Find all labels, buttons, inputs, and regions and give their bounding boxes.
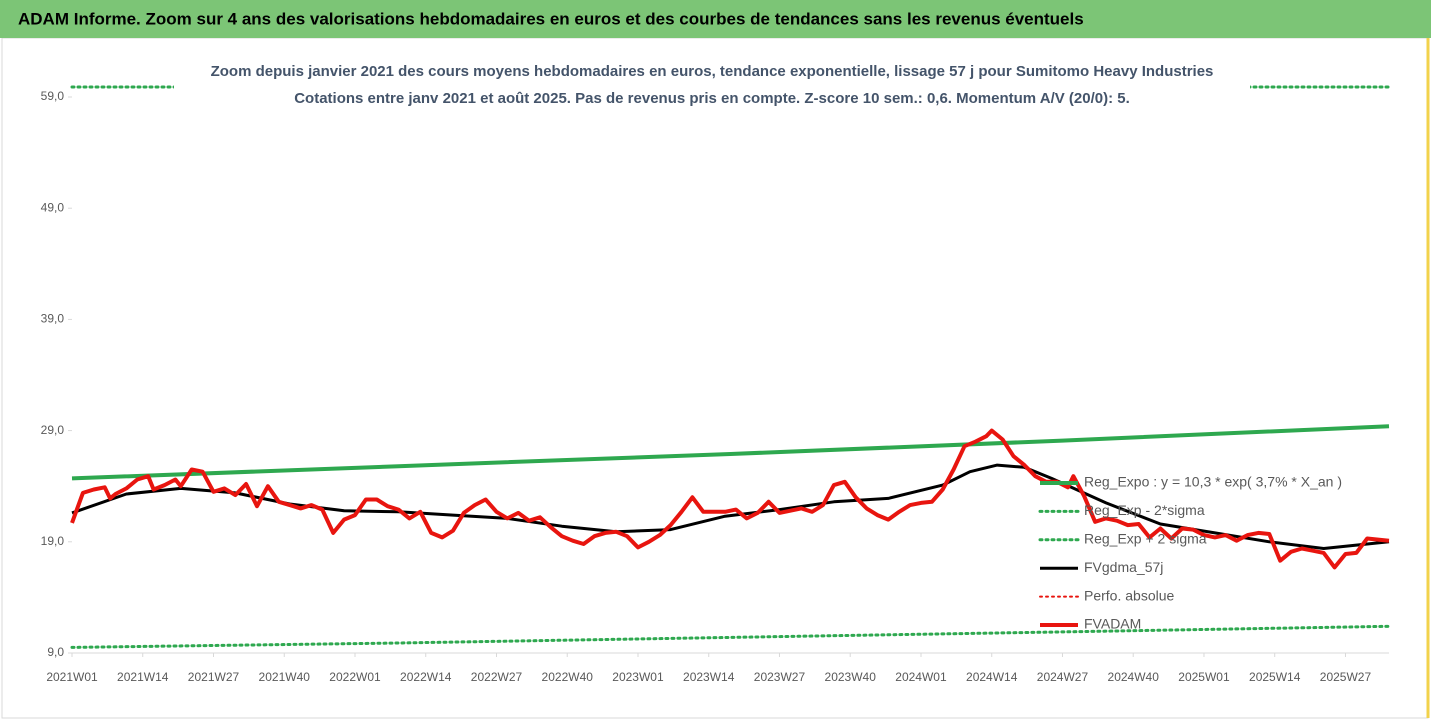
y-tick-label: 59,0 [41, 89, 65, 103]
x-tick-label: 2023W27 [754, 670, 806, 684]
x-tick-label: 2024W40 [1108, 670, 1160, 684]
title-box [174, 58, 1250, 110]
y-tick-label: 9,0 [47, 645, 64, 659]
x-tick-label: 2021W27 [188, 670, 240, 684]
header-bar [0, 0, 1431, 38]
x-tick-label: 2022W14 [400, 670, 452, 684]
y-tick-label: 19,0 [41, 534, 65, 548]
header-title: ADAM Informe. Zoom sur 4 ans des valoris… [18, 9, 1084, 28]
chart-title: Zoom depuis janvier 2021 des cours moyen… [211, 63, 1214, 80]
legend-label: Reg_Exp + 2 sigma [1084, 531, 1207, 547]
x-tick-label: 2021W14 [117, 670, 169, 684]
y-tick-label: 49,0 [41, 200, 65, 214]
x-tick-label: 2024W01 [895, 670, 947, 684]
x-tick-label: 2022W27 [471, 670, 523, 684]
series-line [70, 428, 1390, 570]
x-tick-label: 2023W14 [683, 670, 735, 684]
x-tick-label: 2023W01 [612, 670, 664, 684]
x-tick-label: 2022W40 [542, 670, 594, 684]
x-tick-label: 2022W01 [329, 670, 381, 684]
series-line [71, 424, 1390, 481]
y-tick-label: 29,0 [41, 423, 65, 437]
legend-label: Reg_Expo : y = 10,3 * exp( 3,7% * X_an ) [1084, 474, 1342, 490]
legend-label: FVADAM [1084, 616, 1141, 632]
y-tick-label: 39,0 [41, 312, 65, 326]
x-tick-label: 2025W14 [1249, 670, 1301, 684]
x-tick-label: 2024W14 [966, 670, 1018, 684]
x-tick-label: 2025W01 [1178, 670, 1230, 684]
legend-label: Perfo. absolue [1084, 587, 1174, 603]
x-tick-label: 2021W01 [46, 670, 98, 684]
x-tick-label: 2023W40 [825, 670, 877, 684]
x-tick-label: 2024W27 [1037, 670, 1089, 684]
series-line [70, 624, 1391, 649]
legend-label: FVgdma_57j [1084, 559, 1163, 575]
legend-label: Reg_Exp - 2*sigma [1084, 502, 1205, 518]
chart-subtitle: Cotations entre janv 2021 et août 2025. … [294, 90, 1130, 107]
x-tick-label: 2021W40 [259, 670, 311, 684]
x-tick-label: 2025W27 [1320, 670, 1372, 684]
